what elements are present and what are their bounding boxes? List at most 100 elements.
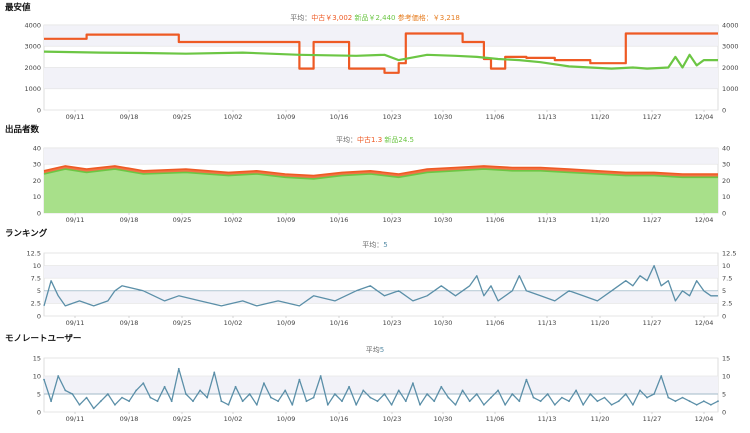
data-point [227,403,230,406]
data-point [419,403,421,406]
data-point [667,396,670,399]
data-point [461,389,464,392]
data-point [326,403,329,406]
x-tick-label: 11/06 [486,319,505,327]
data-point [674,400,677,403]
grid-band [44,290,718,304]
y-tick-label-left: 5 [37,287,41,295]
data-point [433,400,436,403]
data-point [717,400,719,403]
x-tick-label: 11/27 [643,113,662,121]
x-tick-label: 10/16 [330,415,349,423]
y-tick-label-right: 15 [722,354,730,362]
data-point [568,400,570,403]
plot-area [43,252,719,317]
x-tick-label: 11/13 [538,113,557,121]
data-point [312,396,315,399]
legend-entry: 平均 [366,345,380,354]
legend-entry: 中古1.3 [357,135,382,144]
grid-band [44,67,718,89]
data-point [341,400,343,403]
x-tick-label: 09/11 [66,415,85,423]
x-tick-label: 10/23 [383,319,402,327]
data-point [660,375,663,377]
x-tick-label: 10/30 [434,319,453,327]
x-tick-label: 10/16 [330,216,349,224]
data-point [255,403,258,406]
data-point [553,403,556,406]
data-point [561,396,563,399]
x-tick-label: 11/13 [538,319,557,327]
data-point [404,400,407,403]
data-point [234,385,237,388]
y-tick-label-right: 2.5 [722,300,732,308]
y-tick-label-right: 12.5 [722,249,736,257]
y-tick-label-right: 7.5 [722,275,732,283]
x-tick-label: 12/04 [695,113,714,121]
data-point [213,371,216,374]
data-point [114,403,116,406]
data-point [362,389,365,392]
y-tick-label-right: 5 [722,390,726,398]
data-point [710,403,712,406]
data-point [653,393,656,395]
x-tick-label: 11/27 [643,216,662,224]
data-point [333,393,336,395]
data-point [688,400,691,403]
data-point [241,400,244,403]
y-tick-label-right: 10 [722,193,730,201]
legend-entry: 新品24.5 [382,135,414,144]
average-legend: 平均：中古￥3,002 新品￥2,440 参考価格：￥3,218 [290,13,460,22]
x-tick-label: 10/23 [383,415,402,423]
data-point [539,400,542,403]
data-point [291,403,294,406]
legend-entry: 平均： [336,135,357,144]
y-tick-label-left: 20 [33,177,41,185]
y-tick-label-left: 2000 [24,64,41,72]
y-tick-label-right: 0 [722,312,726,320]
data-point [220,400,223,403]
legend-entry: 新品￥2,440 [352,13,395,22]
data-point [184,393,187,395]
data-point [525,378,528,381]
data-point [298,378,301,381]
data-point [497,389,499,392]
x-tick-label: 09/25 [173,216,192,224]
series-area-2 [44,169,718,213]
panel-title: ランキング [5,228,48,239]
x-tick-label: 11/27 [643,319,662,327]
data-point [397,389,400,392]
data-point [376,400,379,403]
data-point [546,393,549,395]
data-point [319,375,322,377]
y-tick-label-left: 40 [33,144,41,152]
x-tick-label: 10/23 [383,113,402,121]
data-point [447,396,450,399]
data-point [631,403,634,406]
x-tick-label: 12/04 [695,415,714,423]
data-point [383,393,386,395]
series-line-1 [43,264,718,307]
data-point [610,403,613,406]
y-tick-label-right: 0 [722,408,726,416]
y-tick-label-left: 10 [33,193,41,201]
data-point [206,396,209,399]
x-tick-label: 09/18 [120,113,139,121]
data-point [121,396,123,399]
data-point [454,403,457,406]
data-point [277,400,280,403]
x-tick-label: 10/02 [224,216,243,224]
data-point [355,403,358,406]
y-tick-label-right: 1000 [722,85,739,93]
x-tick-label: 11/20 [591,113,610,121]
data-point [490,396,492,399]
y-tick-label-left: 30 [33,161,41,169]
average-legend: 平均5 [366,345,384,354]
data-point [617,400,620,403]
y-tick-label-left: 10 [33,262,41,270]
legend-entry: 平均： [362,240,383,249]
x-tick-label: 11/20 [591,319,610,327]
data-point [468,400,471,403]
